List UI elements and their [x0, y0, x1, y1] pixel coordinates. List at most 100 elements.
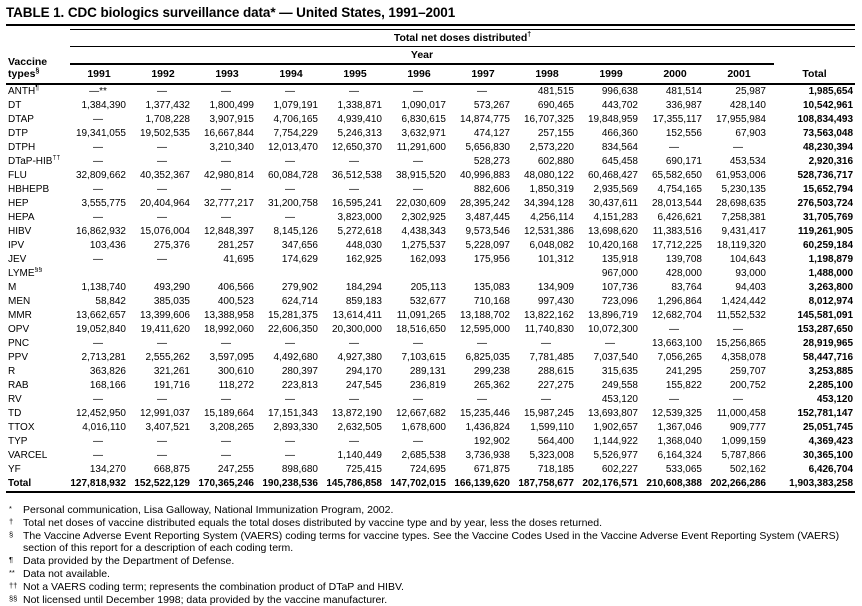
vaccine-type-label: DTP — [8, 128, 28, 139]
cell-value: 28,013,544 — [651, 198, 702, 209]
cell-value: — — [157, 394, 167, 405]
cell-value: — — [93, 338, 103, 349]
cell-value: 170,365,246 — [198, 478, 254, 489]
cell-value: 15,235,446 — [459, 408, 510, 419]
vaccine-type-label: YF — [8, 464, 21, 475]
cell-value: — — [733, 142, 743, 153]
cell-value: 1,708,228 — [145, 114, 191, 125]
cell-value: — — [93, 450, 103, 461]
row-total-value: 1,488,000 — [808, 268, 854, 279]
cell-value: 12,531,386 — [523, 226, 574, 237]
cell-value: 1,090,017 — [401, 100, 447, 111]
cell-value: 162,093 — [409, 254, 446, 265]
cell-value: 16,707,325 — [523, 114, 574, 125]
vaccine-type-label: RAB — [8, 380, 29, 391]
vaccine-types-header: Vaccine types§ — [6, 29, 70, 85]
footnote-mark: †† — [9, 580, 18, 590]
cell-value: 9,431,417 — [721, 226, 767, 237]
cell-value: 725,415 — [345, 464, 382, 475]
cell-value — [390, 267, 454, 281]
cell-value: 12,682,704 — [651, 310, 702, 321]
cell-value: 300,610 — [217, 366, 254, 377]
cell-value: — — [221, 212, 231, 223]
cell-value: 13,693,807 — [587, 408, 638, 419]
cell-value: 481,514 — [665, 86, 702, 97]
row-total-value: 145,581,091 — [797, 310, 854, 321]
cell-value: 1,424,442 — [721, 296, 767, 307]
footnote-mark: §§ — [9, 593, 18, 603]
row-total-value: 31,705,769 — [803, 212, 854, 223]
cell-value: — — [285, 184, 295, 195]
cell-value: 134,909 — [537, 282, 574, 293]
cell-value: 17,151,343 — [267, 408, 318, 419]
cell-value: 16,595,241 — [331, 198, 382, 209]
cell-value: 19,502,535 — [139, 128, 190, 139]
table-row: RV — — — — — — — — 453,120 — — 453,120 — [6, 393, 855, 407]
cell-value: 4,151,283 — [593, 212, 639, 223]
cell-value: — — [285, 394, 295, 405]
cell-value: — — [349, 86, 359, 97]
footnote: ** Data not available. — [6, 568, 855, 581]
cell-value: 466,360 — [601, 128, 638, 139]
vaccine-type-label: TTOX — [8, 422, 35, 433]
cell-value: 2,935,569 — [593, 184, 639, 195]
table-row: VARCEL — — — — 1,140,449 2,685,538 3,736,938 5,3… — [6, 449, 855, 463]
years-row: 1991 1992 1993 1994 1995 1996 1997 1998 1999 2000… — [6, 64, 856, 85]
cell-value: 17,355,117 — [652, 114, 702, 125]
cell-value: 2,555,262 — [145, 352, 191, 363]
vaccine-type-label: R — [8, 366, 16, 377]
cell-value: 19,341,055 — [75, 128, 126, 139]
cell-value: 13,896,719 — [587, 310, 638, 321]
cell-value: 13,663,100 — [651, 338, 702, 349]
cell-value: 10,420,168 — [587, 240, 638, 251]
cell-value: 11,291,600 — [396, 142, 446, 153]
cell-value: 573,267 — [473, 100, 510, 111]
cell-value: 315,635 — [601, 366, 638, 377]
cell-value: 20,300,000 — [331, 324, 382, 335]
year-column-header: 2000 — [646, 64, 710, 85]
cell-value: 428,140 — [729, 100, 766, 111]
cell-value: 34,394,128 — [523, 198, 574, 209]
cell-value: 48,080,122 — [523, 170, 574, 181]
vaccine-type-label: FLU — [8, 170, 27, 181]
cell-value: — — [541, 338, 551, 349]
cell-value: 210,608,388 — [646, 478, 702, 489]
vaccine-type-label: DTaP-HIB†† — [8, 155, 61, 167]
vaccine-type-label: MEN — [8, 296, 31, 307]
cell-value: 275,376 — [153, 240, 190, 251]
vaccine-type-label: LYME§§ — [8, 267, 43, 279]
cell-value: 493,290 — [153, 282, 190, 293]
cell-value: 13,872,190 — [331, 408, 382, 419]
cell-value: 406,566 — [217, 282, 254, 293]
cell-value: — — [93, 212, 103, 223]
cell-value: — — [93, 142, 103, 153]
cell-value: 12,595,000 — [459, 324, 510, 335]
row-total-value: 6,426,704 — [808, 464, 854, 475]
cell-value: 1,140,449 — [337, 450, 383, 461]
cell-value: 265,362 — [473, 380, 510, 391]
cell-value: 12,013,470 — [267, 142, 318, 153]
table-row: PPV 2,713,281 2,555,262 3,597,095 4,492,680 4… — [6, 351, 855, 365]
cell-value: 32,809,662 — [75, 170, 126, 181]
table-row: TYP — — — — — — 192,902 564,400 1,144,922 1,368,04… — [6, 435, 855, 449]
vaccine-type-label: HIBV — [8, 226, 32, 237]
row-total-value: 2,285,100 — [808, 380, 854, 391]
cell-value: 4,256,114 — [530, 212, 574, 223]
cell-value: 94,403 — [735, 282, 766, 293]
row-total-value: 60,259,184 — [803, 240, 854, 251]
cell-value: 13,822,162 — [523, 310, 574, 321]
table-row: DTPH — — 3,210,340 12,013,470 12,650,370 11,29… — [6, 141, 855, 155]
vaccine-type-label: MMR — [8, 310, 32, 321]
cell-value: 7,781,485 — [529, 352, 575, 363]
spanner-total-net-doses: Total net doses distributed† — [70, 29, 856, 47]
cell-value: — — [157, 86, 167, 97]
cell-value: 17,712,225 — [651, 240, 702, 251]
table-row: MMR 13,662,657 13,399,606 13,388,958 15,281,… — [6, 309, 855, 323]
cell-value: 16,862,932 — [75, 226, 126, 237]
cell-value: 671,875 — [473, 464, 510, 475]
row-total-value: 48,230,394 — [803, 142, 854, 153]
cell-value: — — [349, 394, 359, 405]
cell-value: 453,120 — [601, 394, 638, 405]
cell-value: 20,404,964 — [139, 198, 190, 209]
vaccine-type-label: DTAP — [8, 114, 34, 125]
